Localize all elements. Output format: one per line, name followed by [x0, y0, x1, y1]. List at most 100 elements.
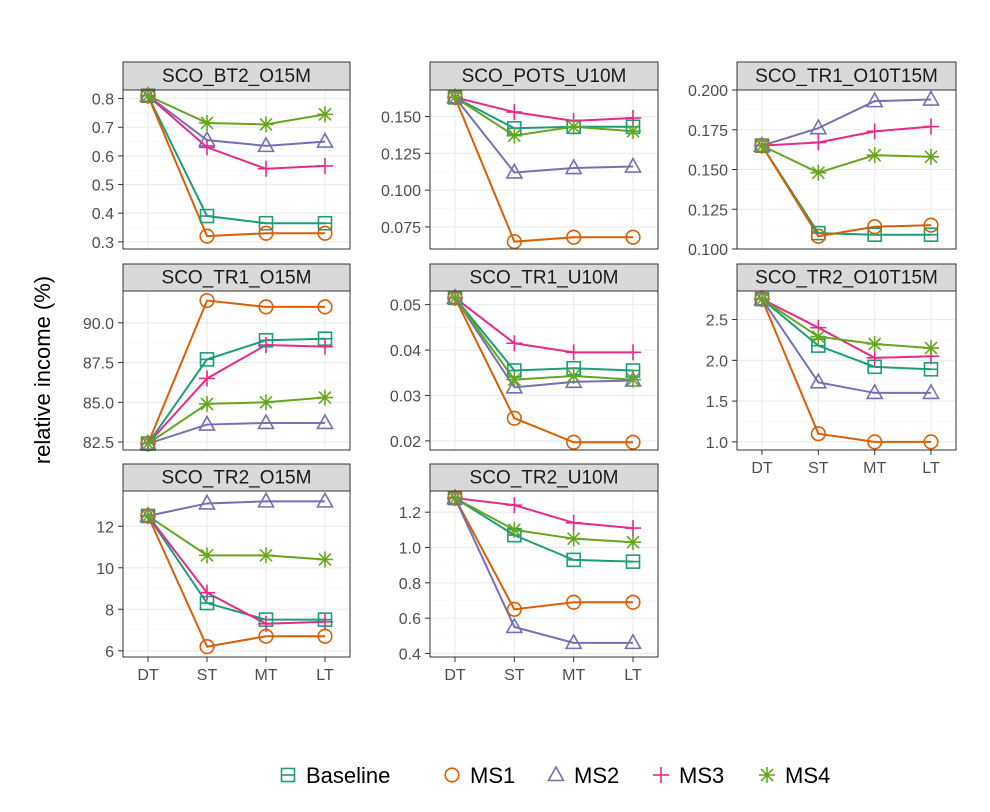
y-tick-label: 12	[96, 519, 114, 536]
y-tick-label: 2.5	[706, 313, 728, 330]
legend-label: MS3	[679, 763, 724, 788]
panel-sco-bt2-o15m: SCO_BT2_O15M 0.3 0.4 0.5 0.6 0.7 0.8	[92, 61, 351, 252]
point-ms2-st	[809, 372, 828, 389]
series-line-ms3	[147, 94, 326, 170]
legend-key-ms3	[653, 767, 669, 783]
panel-sco-tr1-u10m: SCO_TR1_U10M 0.02 0.03 0.04 0.05	[390, 263, 659, 451]
point-ms1-st	[810, 228, 826, 244]
point-ms4-lt	[317, 551, 333, 568]
series-line-ms2	[454, 96, 634, 174]
point-ms4-dt	[140, 435, 156, 452]
x-tick-label: MT	[254, 667, 277, 684]
point-ms3-lt	[317, 157, 333, 174]
series-line-ms2	[454, 297, 634, 389]
series-line-ms3	[147, 344, 326, 445]
legend-key-ms1	[444, 767, 460, 783]
y-tick-label: 1.2	[399, 505, 421, 522]
series-line-baseline	[761, 298, 932, 371]
panel-title: SCO_TR2_O15M	[162, 468, 312, 489]
panel-title: SCO_TR1_U10M	[470, 268, 619, 289]
y-tick-label: 0.150	[381, 110, 421, 127]
y-tick-label: 85.0	[83, 395, 114, 412]
point-ms4-lt	[923, 340, 939, 357]
point-ms3-lt	[625, 520, 641, 537]
point-ms3-lt	[317, 338, 333, 355]
legend-item-ms1: MS1	[444, 763, 515, 788]
point-baseline-st	[199, 208, 215, 224]
point-ms3-mt	[565, 344, 582, 361]
point-ms4-st	[199, 547, 215, 564]
point-ms1-mt	[566, 229, 582, 245]
point-ms2-st	[505, 617, 524, 634]
panel-sco-pots-u10m: SCO_POTS_U10M 0.075 0.100 0.125 0.150	[381, 61, 659, 250]
panel-title: SCO_POTS_U10M	[462, 66, 627, 87]
y-tick-label: 82.5	[83, 435, 114, 452]
series-line-ms2	[761, 98, 932, 147]
point-ms3-st	[199, 139, 215, 156]
series-line-ms1	[761, 298, 931, 443]
point-ms4-mt	[258, 547, 274, 564]
point-baseline-mt	[258, 215, 274, 231]
point-ms2-st	[198, 414, 216, 431]
point-ms4-dt	[140, 87, 156, 104]
point-baseline-lt	[923, 227, 939, 242]
point-ms1-st	[506, 234, 522, 250]
series-line-ms1	[147, 299, 325, 445]
point-ms3-lt	[923, 118, 939, 135]
point-ms4-mt	[565, 530, 582, 547]
panel-sco-tr1-o10t15m: SCO_TR1_O10T15M 0.100 0.125 0.150 0.175 0.200	[688, 61, 957, 259]
series-line-baseline	[147, 337, 326, 445]
point-ms4-st	[810, 164, 827, 181]
point-ms4-st	[199, 114, 215, 131]
point-baseline-st	[199, 352, 215, 367]
point-ms4-lt	[317, 389, 333, 406]
point-ms3-st	[199, 370, 215, 387]
series-line-ms4	[454, 297, 634, 381]
legend-label: MS2	[574, 763, 619, 788]
point-ms2-mt	[865, 91, 884, 108]
legend-label: Baseline	[306, 763, 390, 788]
series-line-ms2	[147, 500, 325, 517]
panel-title: SCO_TR1_O15M	[162, 268, 312, 289]
point-ms4-lt	[625, 123, 641, 140]
point-ms4-dt	[447, 89, 463, 106]
x-tick-label: LT	[316, 667, 334, 684]
y-tick-label: 6	[105, 644, 114, 661]
series-line-ms1	[147, 95, 325, 238]
point-ms3-st	[810, 134, 827, 151]
point-ms1-st	[199, 228, 215, 244]
point-ms4-lt	[625, 371, 641, 388]
y-tick-label: 90.0	[83, 316, 114, 333]
point-ms4-dt	[447, 289, 463, 306]
point-ms3-mt	[258, 615, 274, 632]
series-line-baseline	[454, 497, 634, 563]
point-ms4-lt	[923, 148, 939, 165]
point-ms4-mt	[565, 367, 582, 384]
point-ms1-lt	[625, 229, 641, 245]
point-ms1-lt	[923, 217, 939, 233]
point-ms4-mt	[866, 336, 883, 352]
x-tick-label: LT	[624, 667, 642, 684]
series-line-ms4	[761, 144, 932, 174]
point-baseline-lt	[625, 554, 641, 569]
x-tick-label: ST	[197, 667, 218, 684]
y-tick-label: 0.150	[688, 163, 728, 180]
legend-label: MS1	[470, 763, 515, 788]
y-tick-label: 0.8	[399, 576, 421, 593]
series-line-ms1	[454, 297, 633, 444]
panel-title: SCO_TR2_O10T15M	[755, 268, 938, 289]
point-ms4-dt	[754, 137, 770, 154]
series-line-ms4	[147, 396, 326, 445]
x-tick-label: DT	[137, 667, 159, 684]
point-ms1-st	[199, 292, 215, 309]
point-ms2-st	[505, 162, 524, 179]
y-tick-label: 1.5	[706, 394, 728, 411]
point-ms1-st	[199, 639, 215, 655]
y-tick-label: 2.0	[706, 353, 728, 370]
point-ms1-mt	[566, 434, 582, 450]
point-ms2-mt	[257, 491, 275, 508]
point-ms2-lt	[922, 89, 940, 106]
point-ms4-st	[506, 521, 523, 538]
y-tick-label: 0.4	[399, 646, 421, 663]
